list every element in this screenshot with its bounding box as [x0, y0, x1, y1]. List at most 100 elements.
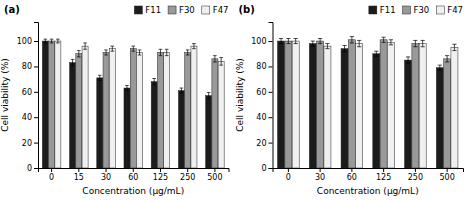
axis-line — [34, 23, 39, 169]
error-bar — [77, 51, 81, 57]
tick-mark — [214, 168, 215, 172]
error-line — [51, 39, 52, 43]
error-cap — [83, 49, 87, 50]
bar — [309, 44, 316, 168]
tick-mark — [51, 168, 52, 172]
x-tick: 60 — [347, 168, 357, 182]
error-cap — [207, 98, 211, 99]
tick-mark — [34, 66, 38, 67]
error-cap — [374, 51, 378, 52]
error-cap — [438, 70, 442, 71]
tick-mark — [269, 41, 273, 42]
tick-label: 0 — [261, 164, 266, 173]
error-cap — [186, 49, 190, 50]
x-tick: 60 — [128, 168, 138, 182]
error-bar — [413, 40, 417, 46]
legend-item: F30 — [168, 5, 195, 15]
error-cap — [98, 80, 102, 81]
error-cap — [56, 42, 60, 43]
legend-item: F11 — [369, 5, 396, 15]
error-cap — [445, 55, 449, 56]
legend-label: F11 — [145, 5, 161, 15]
y-tick: 40 — [256, 113, 272, 122]
bar-series — [55, 39, 224, 168]
y-tick: 100 — [17, 37, 38, 46]
error-line — [383, 37, 384, 42]
error-line — [359, 40, 360, 46]
tick-label: 0 — [27, 164, 32, 173]
error-cap — [131, 51, 135, 52]
error-line — [214, 56, 215, 62]
error-bar — [318, 39, 322, 44]
error-line — [344, 45, 345, 51]
error-cap — [325, 43, 329, 44]
error-bar — [357, 40, 361, 46]
error-cap — [213, 55, 217, 56]
y-tick: 60 — [256, 88, 272, 97]
bar — [451, 47, 458, 168]
error-bar — [350, 37, 354, 43]
error-bar — [186, 50, 190, 55]
error-cap — [421, 40, 425, 41]
error-line — [288, 39, 289, 44]
error-line — [72, 59, 73, 65]
error-line — [85, 43, 86, 49]
bar — [109, 49, 115, 168]
error-bar — [279, 39, 283, 44]
tick-label: 100 — [17, 37, 32, 46]
error-cap — [98, 75, 102, 76]
error-line — [320, 39, 321, 44]
error-cap — [138, 49, 142, 50]
y-axis: 020406080100 — [17, 23, 39, 174]
x-tick: 500 — [439, 168, 454, 182]
bar — [185, 52, 191, 168]
error-line — [193, 44, 194, 49]
tick-mark — [78, 168, 79, 172]
error-cap — [294, 43, 298, 44]
bar — [444, 59, 451, 168]
legend-swatch — [436, 6, 444, 14]
legend-swatch — [202, 6, 210, 14]
legend-swatch — [369, 6, 377, 14]
error-cap — [125, 85, 129, 86]
error-line — [139, 50, 140, 55]
x-tick: 30 — [315, 168, 325, 182]
error-cap — [131, 46, 135, 47]
legend-swatch — [403, 6, 411, 14]
error-bar — [374, 51, 378, 56]
tick-mark — [133, 168, 134, 172]
error-bar — [389, 40, 393, 45]
error-cap — [152, 78, 156, 79]
error-bar — [165, 49, 169, 55]
error-bar — [438, 65, 442, 70]
error-cap — [318, 43, 322, 44]
bar — [82, 46, 88, 168]
error-cap — [445, 61, 449, 62]
error-line — [181, 88, 182, 93]
error-cap — [219, 57, 223, 58]
error-cap — [110, 51, 114, 52]
error-cap — [50, 42, 54, 43]
legend-swatch — [134, 6, 142, 14]
error-cap — [138, 55, 142, 56]
legend: F11F30F47 — [369, 5, 463, 15]
bar — [436, 68, 443, 168]
tick-label: 40 — [22, 113, 32, 122]
error-line — [133, 46, 134, 51]
error-cap — [77, 50, 81, 51]
error-bar — [207, 92, 211, 98]
error-cap — [438, 65, 442, 66]
error-bar — [125, 85, 129, 90]
error-cap — [71, 59, 75, 60]
legend-swatch — [168, 6, 176, 14]
error-line — [57, 39, 58, 43]
error-line — [376, 51, 377, 56]
tick-mark — [269, 143, 273, 144]
error-bar — [382, 37, 386, 42]
bar — [324, 46, 331, 168]
error-bar — [452, 44, 456, 50]
error-cap — [83, 42, 87, 43]
legend-label: F11 — [380, 5, 396, 15]
error-cap — [452, 50, 456, 51]
y-tick: 60 — [22, 88, 38, 97]
